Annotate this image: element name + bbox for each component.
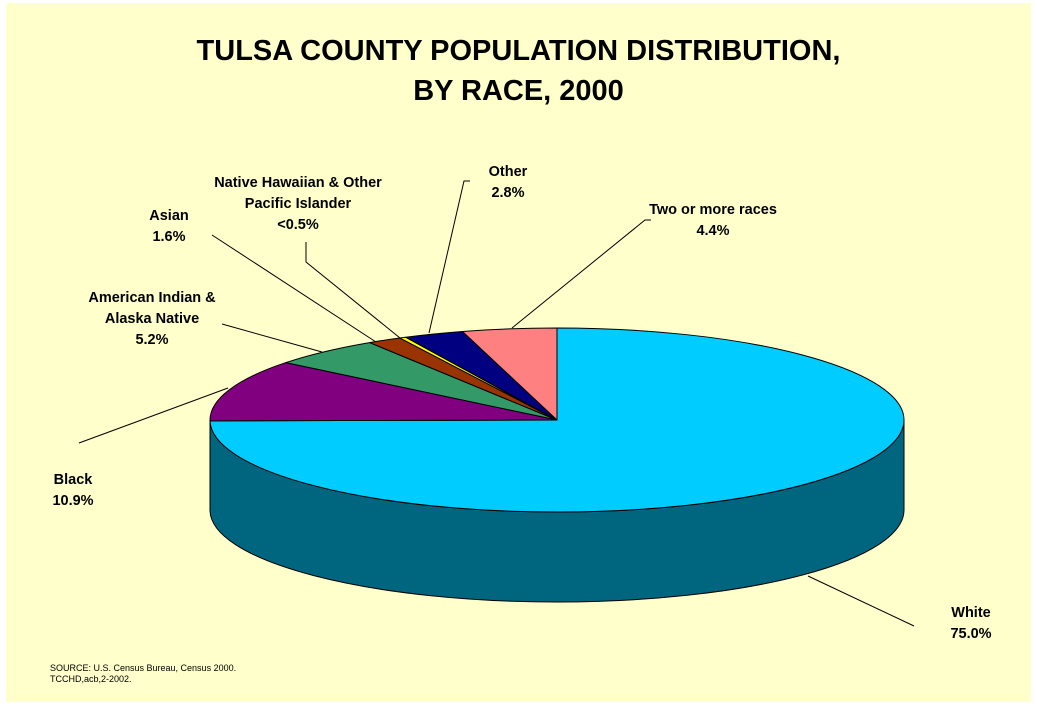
data-label-american-indian-and-alaska-native: American Indian & Alaska Native 5.2%: [88, 290, 216, 348]
leader-line-black: [78, 387, 229, 444]
data-label-other-line-1: Other: [489, 164, 528, 180]
leader-line-asian: [211, 234, 377, 343]
data-label-native-hawaiian-and-other-pacific-islander-line-3: <0.5%: [277, 217, 319, 233]
pie-slices: [209, 327, 905, 513]
data-labels: White 75.0% Black 10.9% American Indian & Ala…: [52, 164, 991, 642]
data-label-black-line-1: Black: [54, 472, 94, 488]
data-label-black-line-2: 10.9%: [52, 493, 93, 509]
source-line-1: SOURCE: U.S. Census Bureau, Census 2000.: [50, 663, 237, 673]
data-label-white: White 75.0%: [950, 605, 991, 642]
data-label-two-or-more-races-line-1: Two or more races: [649, 202, 777, 218]
leader-line-other: [428, 180, 470, 334]
data-label-american-indian-and-alaska-native-line-3: 5.2%: [135, 332, 168, 348]
data-label-two-or-more-races: Two or more races 4.4%: [649, 202, 777, 239]
data-label-asian: Asian 1.6%: [149, 208, 189, 245]
pie-slice-two-or-more-races: [461, 327, 558, 421]
data-label-two-or-more-races-line-2: 4.4%: [696, 223, 729, 239]
data-label-white-line-2: 75.0%: [950, 626, 991, 642]
chart-title: TULSA COUNTY POPULATION DISTRIBUTION, BY…: [6, 31, 1031, 111]
data-label-white-line-1: White: [951, 605, 990, 621]
data-label-american-indian-and-alaska-native-line-2: Alaska Native: [105, 311, 199, 327]
chart-title-line-1: TULSA COUNTY POPULATION DISTRIBUTION,: [196, 35, 841, 67]
data-label-native-hawaiian-and-other-pacific-islander-line-1: Native Hawaiian & Other: [214, 175, 382, 191]
source-line-2: TCCHD,acb,2-2002.: [50, 674, 132, 684]
leader-line-american-indian-and-alaska-native: [221, 323, 323, 353]
chart-title-line-2: BY RACE, 2000: [413, 75, 624, 107]
data-label-other-line-2: 2.8%: [491, 185, 524, 201]
pie-slice-white: [209, 327, 905, 513]
source-note: SOURCE: U.S. Census Bureau, Census 2000.…: [50, 663, 236, 685]
data-label-black: Black 10.9%: [52, 472, 93, 509]
data-label-other: Other 2.8%: [489, 164, 528, 201]
leader-line-two-or-more-races: [511, 219, 651, 329]
data-label-asian-line-2: 1.6%: [152, 229, 185, 245]
leader-lines: [78, 180, 915, 627]
data-label-asian-line-1: Asian: [149, 208, 189, 224]
pie-slice-black: [209, 362, 558, 422]
data-label-native-hawaiian-and-other-pacific-islander: Native Hawaiian & Other Pacific Islander <…: [214, 175, 382, 233]
leader-line-white: [807, 575, 915, 627]
data-label-american-indian-and-alaska-native-line-1: American Indian &: [88, 290, 216, 306]
data-label-native-hawaiian-and-other-pacific-islander-line-2: Pacific Islander: [245, 196, 352, 212]
leader-line-native-hawaiian-and-other-pacific-islander: [305, 242, 401, 339]
